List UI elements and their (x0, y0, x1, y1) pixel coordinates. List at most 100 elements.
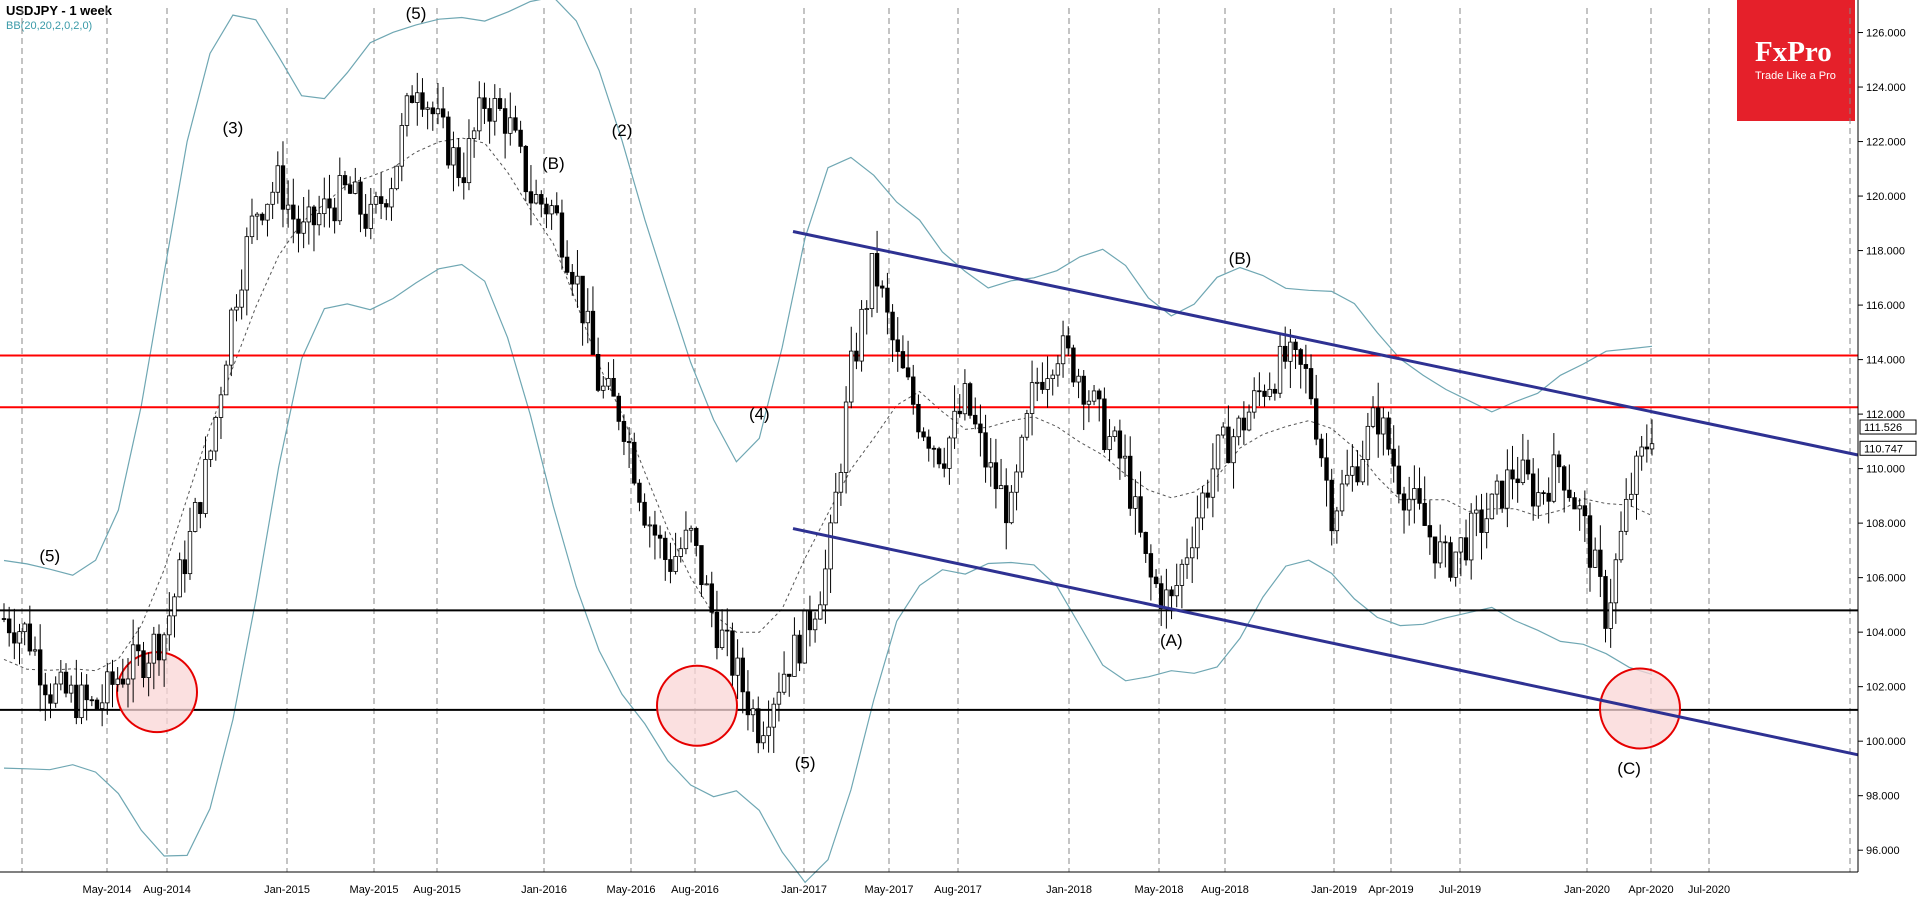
candle-body (1148, 553, 1154, 578)
candle-body (1319, 438, 1324, 459)
candle-body (1241, 417, 1247, 431)
logo-tagline: Trade Like a Pro (1755, 70, 1836, 82)
candle-body (967, 383, 973, 416)
candle-body (1499, 480, 1505, 509)
candle-body (1463, 537, 1469, 561)
candle-body (823, 568, 828, 606)
candle-body (771, 703, 776, 728)
candle-body (203, 459, 208, 514)
candle-body (1567, 489, 1572, 499)
candle-body (1437, 541, 1443, 564)
candle-body (456, 147, 461, 179)
candle-body (99, 702, 105, 709)
candle-body (549, 205, 554, 215)
candle-body (1344, 474, 1350, 485)
candle-body (1598, 549, 1603, 577)
candle-body (1060, 335, 1066, 365)
candle-body (1551, 454, 1557, 502)
candle-body (1050, 374, 1055, 380)
candle-body (539, 194, 544, 205)
highlight-circle (656, 664, 738, 747)
x-tick-label: Aug-2016 (671, 884, 719, 896)
candle-body (642, 501, 647, 526)
candle-body (130, 644, 136, 680)
x-tick-label: Jul-2019 (1439, 884, 1481, 896)
x-tick-label: Aug-2014 (143, 884, 191, 896)
candle-body (275, 165, 281, 193)
candle-body (1644, 446, 1650, 450)
candle-body (797, 634, 802, 664)
candle-body (409, 95, 415, 103)
candle-body (1525, 459, 1531, 475)
candle-body (1179, 563, 1185, 586)
candle-body (1365, 425, 1371, 460)
candle-body (528, 191, 534, 204)
candle-body (792, 634, 797, 677)
candle-body (606, 377, 611, 387)
candle-body (585, 310, 590, 324)
candle-body (322, 198, 327, 215)
candle-body (849, 350, 854, 403)
candle-body (1474, 509, 1479, 514)
candle-body (1308, 368, 1314, 400)
candle-body (1375, 407, 1381, 435)
candle-body (1417, 488, 1422, 504)
y-tick-label: 108.000 (1866, 518, 1906, 530)
candle-body (466, 138, 472, 184)
candle-body (735, 657, 740, 676)
candle-body (1252, 390, 1257, 413)
candle-body (502, 108, 508, 134)
candle-body (487, 108, 492, 122)
candle-body (740, 657, 745, 693)
candle-body (27, 623, 33, 652)
candle-body (1406, 498, 1412, 511)
candlesticks (1, 72, 1655, 754)
candle-body (885, 287, 890, 313)
candle-body (1091, 390, 1097, 402)
candle-body (1267, 388, 1272, 397)
candle-body (921, 431, 926, 438)
candle-body (161, 634, 167, 661)
candle-body (709, 583, 714, 613)
candle-body (1391, 448, 1396, 467)
candle-body (1055, 363, 1061, 376)
wave-label: (4) (749, 405, 770, 424)
candle-body (156, 633, 162, 661)
candle-body (683, 529, 689, 550)
candle-body (291, 204, 296, 220)
y-tick-label: 114.000 (1866, 355, 1905, 367)
candle-body (270, 191, 275, 205)
candle-body (1004, 485, 1009, 524)
candle-body (1283, 345, 1288, 362)
y-tick-label: 118.000 (1866, 246, 1905, 258)
candle-body (611, 377, 616, 397)
candle-body (838, 472, 844, 493)
candle-body (859, 308, 864, 362)
candle-body (874, 253, 880, 287)
candle-body (647, 524, 652, 527)
candle-body (1200, 492, 1205, 519)
candle-body (1138, 496, 1143, 533)
candle-body (957, 410, 962, 415)
x-tick-label: Jan-2015 (264, 884, 310, 896)
candle-body (1102, 398, 1107, 451)
candle-body (632, 441, 637, 484)
candle-body (1262, 390, 1267, 397)
candle-body (1494, 480, 1500, 495)
y-tick-label: 122.000 (1866, 137, 1906, 149)
candle-body (1019, 436, 1024, 473)
candle-body (311, 206, 317, 226)
candle-body (952, 410, 957, 439)
candle-body (890, 311, 895, 341)
candle-body (477, 97, 482, 132)
candle-body (962, 383, 968, 415)
candle-body (1236, 417, 1241, 438)
descending-channel (792, 230, 1859, 757)
candle-body (146, 662, 151, 678)
candle-body (74, 684, 79, 719)
candle-body (1541, 492, 1546, 495)
candle-body (446, 116, 451, 166)
candle-body (1561, 466, 1567, 491)
y-tick-label: 126.000 (1866, 28, 1906, 40)
candle-body (637, 482, 642, 503)
